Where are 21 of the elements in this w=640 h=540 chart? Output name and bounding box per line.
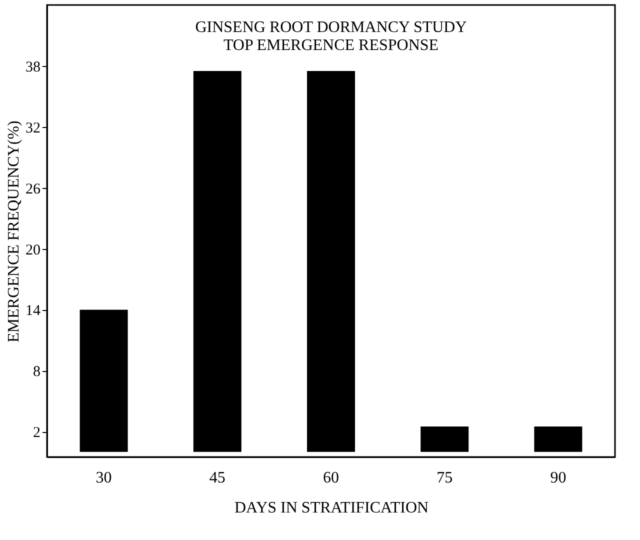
y-axis-title: EMERGENCE FREQUENCY(%) — [6, 120, 22, 342]
bar — [534, 426, 582, 452]
x-tick-label: 30 — [96, 470, 112, 486]
bar — [80, 310, 128, 452]
y-tick-label: 2 — [33, 425, 40, 442]
x-tick-label: 75 — [436, 470, 453, 486]
y-tick-label: 26 — [26, 181, 41, 198]
x-tick-label: 90 — [550, 470, 566, 486]
bar — [307, 71, 355, 452]
x-tick-label: 45 — [209, 470, 226, 486]
y-tick-label: 32 — [26, 120, 40, 136]
bar — [193, 71, 242, 452]
x-tick-label: 60 — [323, 470, 339, 486]
y-tick-label: 38 — [26, 59, 40, 76]
bar — [420, 426, 469, 452]
y-tick-label: 20 — [26, 242, 40, 258]
text: TOP EMERGENCE RESPONSE — [223, 37, 439, 54]
x-axis-title: DAYS IN STRATIFICATION — [234, 500, 429, 516]
text: GINSENG ROOT DORMANCY STUDY — [195, 19, 467, 36]
y-tick-label: 14 — [26, 303, 41, 320]
y-tick-label: 8 — [33, 364, 40, 380]
